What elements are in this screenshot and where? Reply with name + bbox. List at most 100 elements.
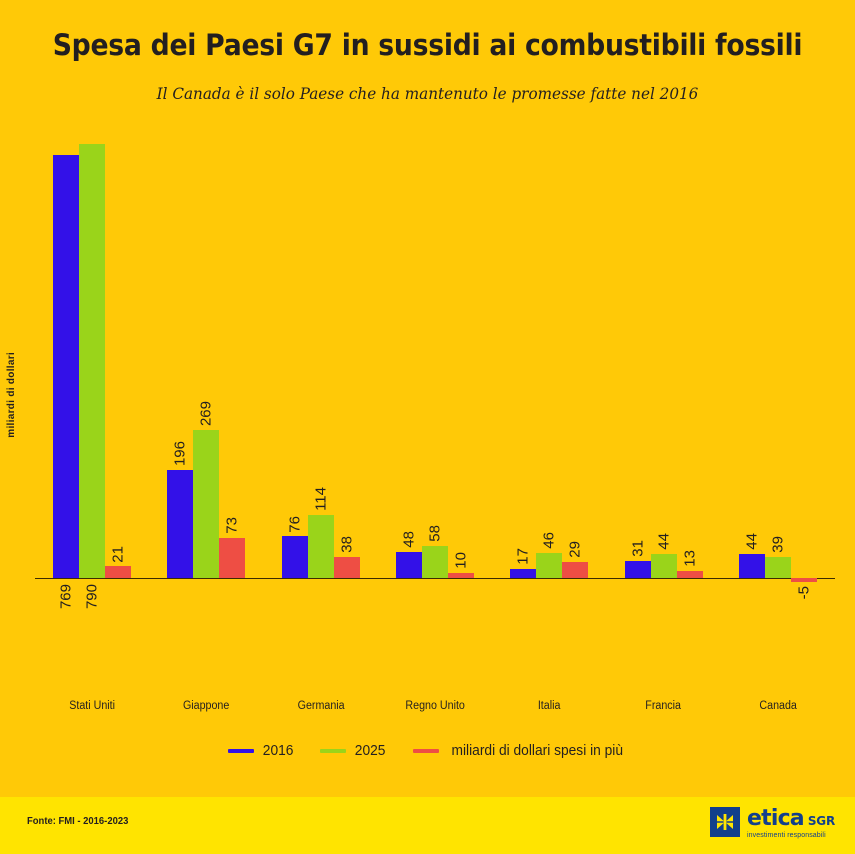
bar[interactable] xyxy=(53,155,80,578)
legend-label: 2025 xyxy=(355,743,386,759)
etica-butterfly-icon xyxy=(709,807,740,837)
bar-value-label: 38 xyxy=(338,536,356,554)
bar-slot: 38 xyxy=(333,118,360,578)
x-axis-label-stati-uniti: Stati Uniti xyxy=(69,700,116,712)
chart-legend: 2016 2025 miliardi di dollari spesi in più xyxy=(0,743,855,759)
bar-value-label: 29 xyxy=(566,541,584,559)
bar-slot: 21 xyxy=(105,118,132,578)
bar[interactable] xyxy=(624,560,651,578)
legend-item[interactable]: miliardi di dollari spesi in più xyxy=(412,743,628,759)
logo-tagline: investimenti responsabili xyxy=(746,832,826,839)
bar-value-label: -5 xyxy=(795,586,813,600)
bar-group: 76 114 38 xyxy=(281,118,360,578)
bar-value-label: 44 xyxy=(743,533,761,550)
bar-group-bars: 76 114 38 xyxy=(281,118,360,578)
bar-slot: 48 xyxy=(396,118,422,578)
bar[interactable] xyxy=(219,537,246,578)
bar-slot: 58 xyxy=(422,118,448,578)
bar[interactable] xyxy=(650,553,677,578)
bar-value-label: 44 xyxy=(655,533,673,550)
bar-group: 44 39 -5 xyxy=(738,118,817,599)
bar-slot: 269 xyxy=(193,118,220,578)
x-axis-label-francia: Francia xyxy=(645,700,682,712)
x-axis-tick-labels: Stati Uniti Giappone Germania Regno Unito It… xyxy=(35,700,835,720)
bar-value-label: 790 xyxy=(83,584,101,610)
bar-slot: 73 xyxy=(219,118,246,578)
bar[interactable] xyxy=(333,557,360,578)
bar-slot: 769 xyxy=(53,118,80,609)
bar-slot: 39 xyxy=(764,118,791,578)
bar[interactable] xyxy=(422,546,448,578)
legend-label: miliardi di dollari spesi in più xyxy=(451,743,623,759)
bar-group: 48 58 10 xyxy=(396,118,474,578)
bar-value-label: 39 xyxy=(769,535,787,553)
bar-group-bars: 769 790 21 xyxy=(53,118,132,609)
bar-slot: 13 xyxy=(676,118,703,578)
bar-value-label: 13 xyxy=(681,550,699,567)
x-axis-line xyxy=(35,578,835,579)
bar-slot: 44 xyxy=(650,118,677,578)
bar-slot: 76 xyxy=(281,118,308,578)
bar-slot: 44 xyxy=(738,118,765,578)
x-axis-label-italia: Italia xyxy=(537,700,561,712)
legend-item[interactable]: 2025 xyxy=(320,743,386,759)
bar-value-label: 17 xyxy=(514,547,532,565)
bar-value-label: 21 xyxy=(109,545,127,563)
bar[interactable] xyxy=(676,570,703,578)
bar[interactable] xyxy=(307,515,334,578)
legend-item[interactable]: 2016 xyxy=(227,743,294,759)
legend-swatch-icon xyxy=(320,749,347,753)
bar[interactable] xyxy=(562,562,589,578)
page-title: Spesa dei Paesi G7 in sussidi ai combust… xyxy=(52,28,803,62)
bar[interactable] xyxy=(167,470,194,578)
bar-slot: 196 xyxy=(167,118,194,578)
bar-value-label: 769 xyxy=(57,584,75,610)
legend-label: 2016 xyxy=(262,743,294,759)
bar-value-label: 196 xyxy=(171,441,189,467)
bar-group-bars: 44 39 -5 xyxy=(738,118,817,599)
bar[interactable] xyxy=(738,553,765,578)
bar-value-label: 73 xyxy=(223,517,241,534)
bar-slot: 114 xyxy=(307,118,334,578)
bar-group-bars: 48 58 10 xyxy=(396,118,474,578)
logo-name: etica xyxy=(746,806,805,831)
bar-value-label: 48 xyxy=(400,530,418,548)
bar[interactable] xyxy=(396,551,422,578)
y-axis-label: miliardi di dollari xyxy=(6,352,17,438)
bar[interactable] xyxy=(510,568,537,578)
bar-slot: 10 xyxy=(448,118,474,578)
x-axis-label-canada: Canada xyxy=(759,700,797,712)
bar-group: 31 44 13 xyxy=(624,118,703,578)
bar-group-bars: 31 44 13 xyxy=(624,118,703,578)
bar-value-label: 46 xyxy=(540,532,558,549)
x-axis-label-germania: Germania xyxy=(297,700,345,712)
bar[interactable] xyxy=(536,552,563,578)
footer-band: Fonte: FMI - 2016-2023 etica SGR investi… xyxy=(0,797,855,854)
legend-swatch-icon xyxy=(412,749,439,753)
bar-value-label: 10 xyxy=(452,551,470,569)
bar-slot: 790 xyxy=(79,118,106,609)
bar[interactable] xyxy=(448,572,474,578)
bar-value-label: 114 xyxy=(312,487,330,512)
logo-suffix: SGR xyxy=(807,814,835,828)
bar-value-label: 269 xyxy=(197,401,215,427)
bar[interactable] xyxy=(764,556,791,578)
bar-group-bars: 17 46 29 xyxy=(510,118,589,578)
bar-slot: 46 xyxy=(536,118,563,578)
bar[interactable] xyxy=(281,536,308,578)
x-axis-label-regno-unito: Regno Unito xyxy=(405,700,465,712)
bar[interactable] xyxy=(79,143,106,578)
bar-slot: 31 xyxy=(624,118,651,578)
bar-group: 196 269 73 xyxy=(167,118,246,578)
bar-slot: 17 xyxy=(510,118,537,578)
bar-value-label: 76 xyxy=(286,515,304,533)
bar-value-label: 58 xyxy=(426,525,444,543)
bar[interactable] xyxy=(193,430,220,578)
bar-slot: 29 xyxy=(562,118,589,578)
logo-wordmark: etica SGR investimenti responsabili xyxy=(746,806,835,840)
bar[interactable] xyxy=(790,578,817,582)
bar-chart-plot: 769 790 21 196 269 73 76 114 38 48 58 10 17 46 29 31 44 1… xyxy=(35,118,835,609)
bar[interactable] xyxy=(105,566,132,578)
etica-sgr-logo: etica SGR investimenti responsabili xyxy=(709,806,835,840)
